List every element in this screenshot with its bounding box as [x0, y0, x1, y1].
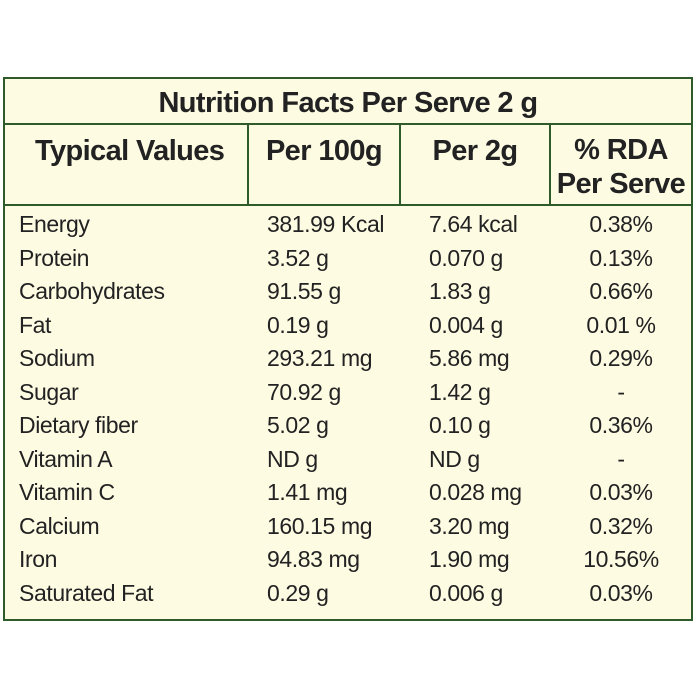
rda-value: 0.32% — [589, 512, 653, 539]
per-100g-value: 293.21 mg — [267, 345, 373, 371]
table-row: Fat 0.19 g 0.004 g 0.01 % — [5, 307, 691, 341]
header-rda-per-serve: % RDA Per Serve — [551, 125, 691, 206]
per-100g-value: ND g — [267, 445, 318, 472]
header-typical-values-label: Typical Values — [35, 135, 225, 167]
rda-value: - — [617, 445, 625, 472]
nutrient-name: Dietary fiber — [19, 412, 138, 438]
table-row: Dietary fiber 5.02 g 0.10 g 0.36% — [5, 407, 691, 441]
nutrient-name: Carbohydrates — [19, 278, 165, 304]
per-100g-value: 1.41 mg — [267, 479, 348, 505]
table-row: Vitamin A ND g ND g - — [5, 441, 691, 475]
rda-value: 0.36% — [589, 412, 653, 438]
header-per-100g-label: Per 100g — [265, 135, 383, 167]
nutrient-name: Protein — [19, 244, 90, 271]
nutrient-name: Iron — [19, 546, 58, 572]
per-100g-value: 5.02 g — [267, 412, 329, 438]
table-row: Protein 3.52 g 0.070 g 0.13% — [5, 240, 691, 274]
rda-value: 0.03% — [589, 479, 653, 505]
nutrient-name: Sugar — [19, 378, 79, 405]
rda-value: 0.66% — [589, 278, 653, 304]
per-100g-value: 160.15 mg — [267, 512, 373, 539]
per-100g-value: 0.19 g — [267, 311, 329, 338]
table-row: Energy 381.99 Kcal 7.64 kcal 0.38% — [5, 206, 691, 240]
nutrient-rows: Energy 381.99 Kcal 7.64 kcal 0.38% Protein 3.… — [5, 206, 691, 608]
header-typical-values: Typical Values — [5, 125, 249, 206]
rda-value: 10.56% — [583, 546, 659, 572]
per-2g-value: 7.64 kcal — [429, 211, 518, 237]
header-per-2g: Per 2g — [401, 125, 551, 206]
rda-value: 0.29% — [589, 345, 653, 371]
table-row: Iron 94.83 mg 1.90 mg 10.56% — [5, 541, 691, 575]
rda-value: 0.38% — [589, 211, 653, 237]
table-row: Carbohydrates 91.55 g 1.83 g 0.66% — [5, 273, 691, 307]
table-row: Vitamin C 1.41 mg 0.028 mg 0.03% — [5, 474, 691, 508]
per-100g-value: 70.92 g — [267, 378, 341, 405]
table-title: Nutrition Facts Per Serve 2 g — [5, 79, 691, 125]
nutrient-name: Fat — [19, 311, 52, 338]
rda-value: - — [617, 378, 625, 405]
nutrient-name: Energy — [19, 211, 90, 237]
per-2g-value: ND g — [429, 445, 480, 472]
header-per-2g-label: Per 2g — [432, 135, 518, 167]
header-rda-line1: % RDA — [574, 134, 668, 166]
per-100g-value: 0.29 g — [267, 579, 329, 606]
per-100g-value: 94.83 mg — [267, 546, 360, 572]
table-row: Sugar 70.92 g 1.42 g - — [5, 374, 691, 408]
per-2g-value: 1.83 g — [429, 278, 491, 304]
per-100g-value: 3.52 g — [267, 244, 329, 271]
nutrient-name: Saturated Fat — [19, 579, 154, 606]
nutrient-name: Vitamin C — [19, 479, 115, 505]
per-2g-value: 3.20 mg — [429, 512, 510, 539]
table-row: Calcium 160.15 mg 3.20 mg 0.32% — [5, 508, 691, 542]
per-2g-value: 1.42 g — [429, 378, 491, 405]
nutrition-facts-table: Nutrition Facts Per Serve 2 g Typical Va… — [3, 77, 693, 621]
per-2g-value: 1.90 mg — [429, 546, 510, 572]
table-row: Sodium 293.21 mg 5.86 mg 0.29% — [5, 340, 691, 374]
per-2g-value: 0.070 g — [429, 244, 503, 271]
table-row: Saturated Fat 0.29 g 0.006 g 0.03% — [5, 575, 691, 609]
header-rda-line2: Per Serve — [556, 168, 686, 200]
nutrient-name: Sodium — [19, 345, 95, 371]
per-2g-value: 0.028 mg — [429, 479, 522, 505]
per-100g-value: 91.55 g — [267, 278, 341, 304]
nutrient-name: Vitamin A — [19, 445, 113, 472]
per-100g-value: 381.99 Kcal — [267, 211, 385, 237]
nutrient-name: Calcium — [19, 512, 100, 539]
rda-value: 0.13% — [589, 244, 653, 271]
per-2g-value: 0.10 g — [429, 412, 491, 438]
rda-value: 0.03% — [589, 579, 653, 606]
header-rda-label: % RDA Per Serve — [551, 133, 691, 201]
per-2g-value: 5.86 mg — [429, 345, 510, 371]
per-2g-value: 0.006 g — [429, 579, 503, 606]
rda-value: 0.01 % — [586, 311, 656, 338]
per-2g-value: 0.004 g — [429, 311, 503, 338]
header-per-100g: Per 100g — [249, 125, 401, 206]
